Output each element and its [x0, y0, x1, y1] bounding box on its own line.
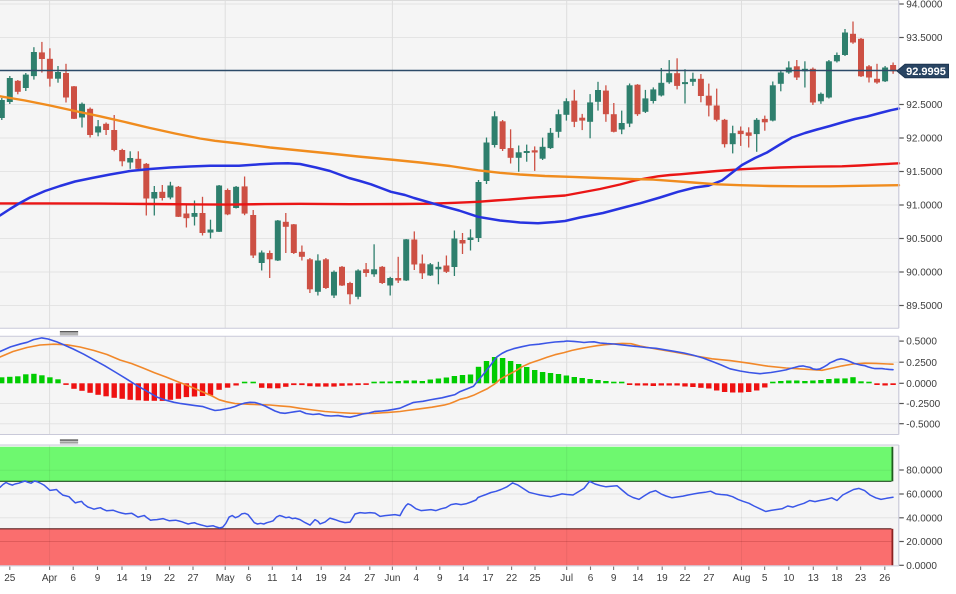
svg-text:0.5000: 0.5000: [906, 337, 937, 348]
svg-text:23: 23: [855, 573, 867, 584]
svg-text:Aug: Aug: [733, 573, 751, 584]
svg-text:25: 25: [4, 573, 16, 584]
svg-text:6: 6: [588, 573, 594, 584]
svg-text:94.0000: 94.0000: [906, 0, 943, 11]
svg-text:14: 14: [116, 573, 128, 584]
svg-text:92.0000: 92.0000: [906, 134, 943, 145]
svg-text:27: 27: [187, 573, 199, 584]
svg-text:14: 14: [632, 573, 644, 584]
svg-text:22: 22: [164, 573, 176, 584]
svg-text:60.0000: 60.0000: [906, 490, 943, 501]
svg-text:11: 11: [267, 573, 278, 584]
svg-text:5: 5: [762, 573, 768, 584]
svg-text:17: 17: [482, 573, 494, 584]
svg-text:9: 9: [611, 573, 617, 584]
svg-text:91.5000: 91.5000: [906, 167, 943, 178]
svg-text:25: 25: [529, 573, 541, 584]
svg-text:14: 14: [458, 573, 470, 584]
svg-text:19: 19: [657, 573, 669, 584]
svg-text:92.5000: 92.5000: [906, 100, 943, 111]
svg-text:-0.5000: -0.5000: [906, 419, 940, 430]
svg-text:26: 26: [879, 573, 891, 584]
svg-text:89.5000: 89.5000: [906, 301, 943, 312]
svg-text:22: 22: [679, 573, 691, 584]
svg-text:19: 19: [140, 573, 152, 584]
svg-text:6: 6: [246, 573, 252, 584]
svg-text:27: 27: [703, 573, 715, 584]
svg-text:22: 22: [506, 573, 518, 584]
svg-text:9: 9: [437, 573, 443, 584]
svg-text:18: 18: [831, 573, 843, 584]
svg-text:Jun: Jun: [384, 573, 400, 584]
svg-text:40.0000: 40.0000: [906, 513, 943, 524]
svg-text:0.0000: 0.0000: [906, 561, 937, 572]
svg-text:13: 13: [808, 573, 820, 584]
svg-text:27: 27: [364, 573, 376, 584]
svg-text:24: 24: [340, 573, 352, 584]
svg-text:0.0000: 0.0000: [906, 379, 937, 390]
svg-text:80.0000: 80.0000: [906, 466, 943, 477]
svg-text:9: 9: [95, 573, 101, 584]
svg-text:May: May: [216, 573, 235, 584]
svg-text:6: 6: [70, 573, 76, 584]
svg-text:Apr: Apr: [42, 573, 58, 584]
svg-text:20.0000: 20.0000: [906, 537, 943, 548]
svg-text:90.0000: 90.0000: [906, 268, 943, 279]
svg-text:91.0000: 91.0000: [906, 201, 943, 212]
svg-text:19: 19: [316, 573, 328, 584]
svg-text:92.9995: 92.9995: [906, 66, 946, 78]
svg-text:-0.2500: -0.2500: [906, 399, 940, 410]
svg-text:4: 4: [414, 573, 420, 584]
svg-text:10: 10: [783, 573, 795, 584]
svg-text:14: 14: [291, 573, 303, 584]
svg-text:Jul: Jul: [560, 573, 573, 584]
svg-text:93.5000: 93.5000: [906, 33, 943, 44]
svg-text:0.2500: 0.2500: [906, 358, 937, 369]
svg-text:90.5000: 90.5000: [906, 234, 943, 245]
